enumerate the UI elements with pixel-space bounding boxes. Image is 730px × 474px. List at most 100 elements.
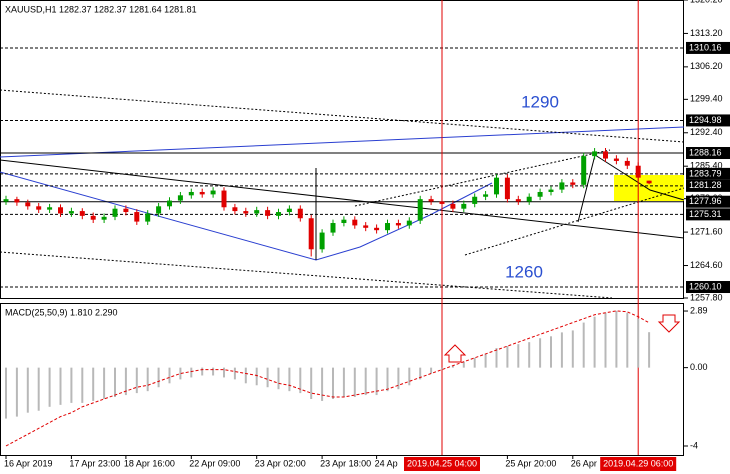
cursor-label-box <box>404 457 480 471</box>
macd-bar <box>364 367 367 396</box>
macd-bar <box>473 357 476 368</box>
y-tick-label: 1292.40 <box>690 127 723 137</box>
candle-body <box>624 160 630 166</box>
macd-bar <box>375 367 378 396</box>
x-tick-label: 16 Apr 2019 <box>4 458 53 468</box>
candle-body <box>613 158 619 161</box>
x-tick-label: 22 Apr 09:00 <box>189 458 240 468</box>
macd-bar <box>604 312 607 368</box>
macd-bar <box>223 367 225 378</box>
macd-bar <box>408 367 411 386</box>
annotation: 1260 <box>505 262 543 281</box>
candle-body <box>395 223 401 226</box>
macd-bar <box>571 330 574 368</box>
level-label: 1294.98 <box>689 115 722 125</box>
macd-bar <box>168 367 171 384</box>
candle-body <box>341 219 347 224</box>
macd-bar <box>266 367 269 388</box>
up-arrow <box>443 344 467 363</box>
candle-body <box>36 206 42 210</box>
y-tick-label: 1320.20 <box>690 0 723 4</box>
macd-bar <box>342 367 345 398</box>
macd-bar <box>462 361 465 368</box>
candle-body <box>156 206 162 214</box>
candle-body <box>559 182 565 190</box>
macd-bar <box>124 367 127 396</box>
x-tick-label: 25 Apr 20:00 <box>505 458 556 468</box>
candle-body <box>90 215 96 220</box>
macd-bar <box>484 353 487 368</box>
candle-body <box>134 212 140 222</box>
trend-lines <box>0 89 685 299</box>
y-tick-label: 1299.40 <box>690 94 723 104</box>
macd-bar <box>495 348 498 368</box>
level-label: 1277.96 <box>689 196 722 206</box>
macd-bar <box>146 367 149 392</box>
y-tick-label: 2.89 <box>690 305 708 315</box>
macd-bar <box>212 367 215 376</box>
candle-body <box>167 200 172 207</box>
macd-bar <box>255 367 258 386</box>
macd-bar <box>648 332 651 368</box>
level-label: 1275.31 <box>689 209 722 219</box>
macd-bar <box>244 367 247 384</box>
macd-bar <box>397 367 400 390</box>
candle-body <box>592 151 598 157</box>
macd-bar <box>637 318 640 368</box>
x-tick-label: 23 Apr 02:00 <box>255 458 306 468</box>
x-tick-label: 24 Ap <box>375 458 398 468</box>
candle-body <box>461 203 467 209</box>
candle-body <box>526 196 532 202</box>
candle-body <box>177 195 183 201</box>
macd-bar <box>277 367 280 390</box>
candle-body <box>145 213 151 222</box>
macd-bar <box>451 365 454 368</box>
candle-body <box>515 199 521 202</box>
candle-body <box>25 202 31 207</box>
level-box <box>686 208 730 221</box>
macd-bar <box>550 336 552 368</box>
candle-body <box>101 216 107 220</box>
signal-line <box>5 310 650 447</box>
candle-body <box>417 199 423 221</box>
candle-body <box>352 219 358 226</box>
candle-body <box>58 207 63 214</box>
x-tick-label: 17 Apr 23:00 <box>69 458 120 468</box>
level-label: 1281.28 <box>689 180 722 190</box>
candle-body <box>254 210 260 214</box>
macd-bar <box>582 322 585 368</box>
candle-body <box>286 208 292 213</box>
macd-bar <box>201 367 204 376</box>
macd-bar <box>37 367 40 411</box>
y-tick-label: 1285.40 <box>690 161 723 171</box>
macd-bar <box>299 367 302 394</box>
candle-body <box>581 156 587 185</box>
macd-bar <box>190 367 193 378</box>
level-label: 1283.79 <box>689 168 722 178</box>
candle-body <box>603 151 608 159</box>
macd-frame <box>0 303 684 456</box>
macd-bar <box>157 367 160 388</box>
macd-bar <box>5 367 7 419</box>
level-box <box>686 114 730 127</box>
macd-bar <box>103 367 106 399</box>
candle-body <box>319 232 325 250</box>
candle-body <box>47 207 53 210</box>
macd-bar <box>114 367 116 398</box>
macd-bar <box>386 367 389 392</box>
macd-bar <box>353 367 356 398</box>
level-label: 1260.10 <box>689 281 722 291</box>
macd-bar <box>528 342 531 368</box>
candle-body <box>308 218 314 250</box>
candle-body <box>374 227 380 231</box>
macd-bar <box>26 367 29 413</box>
candle-body <box>406 220 412 226</box>
candle-body <box>232 207 238 212</box>
cursor-label: 2019.04.25 04:00 <box>407 458 477 468</box>
candle-body <box>112 208 118 217</box>
level-box <box>686 167 730 180</box>
candle-body <box>428 199 434 202</box>
y-tick-label: 1306.20 <box>690 61 723 71</box>
trend-line <box>0 89 685 143</box>
candle-body <box>363 225 369 228</box>
